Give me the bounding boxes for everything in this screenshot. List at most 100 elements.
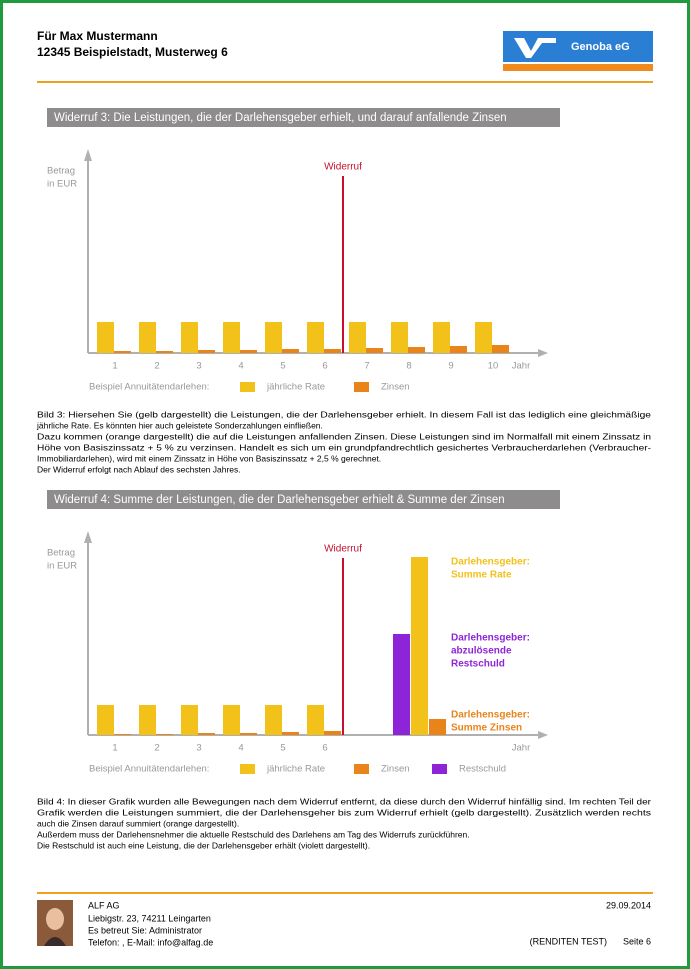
bar [114,734,131,735]
x-tick-label: 5 [280,743,285,754]
bar [408,347,425,353]
bar [240,350,257,353]
bar [282,349,299,353]
bar [181,322,198,353]
total-bar [429,719,446,735]
x-tick-label: 1 [112,743,117,754]
logo-mark [514,38,556,58]
bar [181,705,198,735]
bar [349,322,366,353]
bar [282,732,299,735]
bar [265,322,282,353]
legend-swatch [240,764,255,774]
paragraph-line: jährliche Rate. Es könnten hier auch gel… [36,420,323,430]
x-tick-label: 9 [448,361,453,372]
bar [450,346,467,353]
bar [223,705,240,735]
photo [37,900,73,946]
section-heading: Widerruf 4: Summe der Leistungen, die de… [54,494,505,506]
paragraph-line: Höhe von Basiszinssatz + 5 % zu verzinse… [37,442,651,452]
bar [198,733,215,735]
bar [307,705,324,735]
bar [324,731,341,735]
total-bar [393,634,410,735]
footer-line: Es betreut Sie: Administrator [88,925,202,935]
paragraph-line: auch die Zinsen darauf summiert (orange … [37,818,239,828]
x-tick-label: 2 [154,361,159,372]
bar [366,348,383,353]
legend-label: Zinsen [381,764,410,775]
logo-text: Genoba eG [571,41,630,53]
bar [139,705,156,735]
legend-label: jährliche Rate [266,382,325,393]
x-tick-label: 4 [238,743,243,754]
paragraph-line: Der Widerruf erfolgt nach Ablauf des sec… [37,464,241,474]
legend-swatch [354,382,369,392]
x-tick-label: 3 [196,361,201,372]
x-axis-label: Jahr [512,743,530,754]
recipient-name: Für Max Mustermann [37,29,158,43]
bar [114,351,131,353]
x-tick-label: 10 [488,361,499,372]
legend-label: jährliche Rate [266,764,325,775]
y-axis-arrow [84,531,92,543]
x-tick-label: 6 [322,361,327,372]
x-tick-label: 7 [364,361,369,372]
total-label: Summe Zinsen [451,723,522,734]
legend-label: Restschuld [459,764,506,775]
widerruf-label: Widerruf [324,162,362,173]
total-label: Darlehensgeber: [451,633,530,644]
footer-line: Liebigstr. 23, 74211 Leingarten [88,913,211,923]
paragraph-line: Dazu kommen (orange dargestellt) die auf… [37,431,651,441]
x-axis-label: Jahr [512,361,530,372]
total-label: Restschuld [451,659,505,670]
paragraph-line: Immobiliardarlehen), wird mit einem Zins… [37,453,381,463]
bar [391,322,408,353]
x-tick-label: 2 [154,743,159,754]
x-tick-label: 4 [238,361,243,372]
total-label: abzulösende [451,646,512,657]
paragraph-line: Bild 3: Hiersehen Sie (gelb dargestellt)… [37,409,651,419]
bar [97,322,114,353]
total-label: Summe Rate [451,570,512,581]
legend-swatch [432,764,447,774]
total-label: Darlehensgeber: [451,557,530,568]
logo: Genoba eG [503,31,653,71]
legend-label: Zinsen [381,382,410,393]
x-tick-label: 6 [322,743,327,754]
y-axis-label: Betrag [47,548,75,559]
paragraph-line: Die Restschuld ist auch eine Leistung, d… [37,840,370,850]
x-axis-arrow [538,731,548,739]
footer-date: 29.09.2014 [606,900,651,910]
footer-page: Seite 6 [623,936,651,946]
bar [475,322,492,353]
x-tick-label: 5 [280,361,285,372]
widerruf-label: Widerruf [324,544,362,555]
total-bar [411,557,428,735]
y-axis-label: Betrag [47,166,75,177]
bar [198,350,215,353]
bar [223,322,240,353]
bar [139,322,156,353]
recipient-address: 12345 Beispielstadt, Musterweg 6 [37,45,228,59]
bar [265,705,282,735]
footer-company: ALF AG [88,900,120,910]
paragraph-line: Grafik werden die Leistungen summiert, d… [37,807,651,817]
y-axis-label: in EUR [47,179,77,190]
legend-title: Beispiel Annuitätendarlehen: [89,382,209,393]
bar [307,322,324,353]
bar [97,705,114,735]
paragraph-line: Bild 4: In dieser Grafik wurden alle Bew… [37,796,651,806]
bar [433,322,450,353]
x-tick-label: 3 [196,743,201,754]
logo-bar [503,64,653,71]
y-axis-arrow [84,149,92,161]
footer-report: (RENDITEN TEST) [530,936,607,946]
total-label: Darlehensgeber: [451,710,530,721]
footer-line: Telefon: , E-Mail: info@alfag.de [88,937,213,947]
x-axis-arrow [538,349,548,357]
section-heading: Widerruf 3: Die Leistungen, die der Darl… [54,112,507,124]
legend-swatch [240,382,255,392]
